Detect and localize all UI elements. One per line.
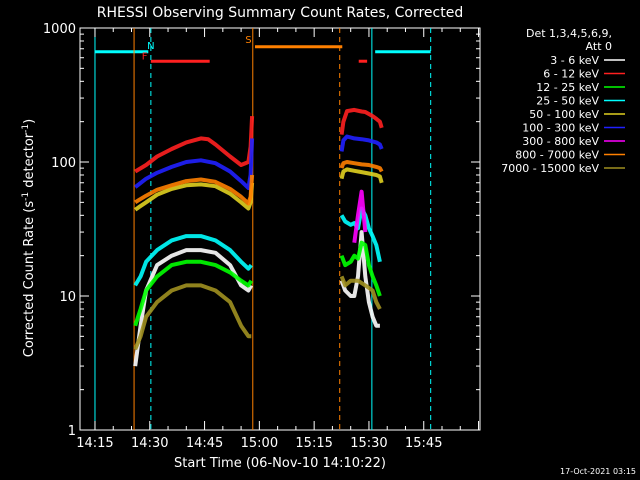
x-axis-label: Start Time (06-Nov-10 14:10:22) [174, 456, 386, 471]
legend-entry-label: 300 - 800 keV [522, 135, 599, 148]
series-line [133, 138, 255, 190]
annotation-label: N [147, 41, 154, 52]
y-tick-label: 1 [68, 424, 76, 439]
footer-timestamp: 17-Oct-2021 03:15 [560, 467, 636, 476]
y-axis-label-sup1: -1 [21, 192, 31, 201]
legend-entry-label: 3 - 6 keV [550, 54, 599, 67]
legend-entry-label: 12 - 25 keV [536, 81, 599, 94]
y-axis-label-end: ) [22, 119, 37, 124]
y-axis-label: Corrected Count Rate (s-1 detector-1) [21, 119, 37, 357]
y-tick-label: 1000 [43, 22, 76, 37]
x-tick-label: 15:45 [405, 436, 442, 451]
series-line [339, 275, 382, 310]
x-tick-label: 14:15 [76, 436, 113, 451]
series-line [339, 160, 384, 173]
x-tick-label: 14:45 [186, 436, 223, 451]
chart-title: RHESSI Observing Summary Count Rates, Co… [97, 5, 463, 21]
y-axis-label-sup2: -1 [21, 124, 31, 133]
series-line [339, 240, 382, 297]
y-axis-label-main: Corrected Count Rate (s [22, 201, 37, 358]
legend-entry-label: 100 - 300 keV [522, 122, 599, 135]
series-line [133, 234, 253, 287]
legend-entry-label: 7000 - 15000 keV [501, 162, 599, 175]
x-tick-label: 15:00 [241, 436, 278, 451]
x-tick-label: 15:15 [295, 436, 332, 451]
legend-entry-label: 800 - 7000 keV [515, 149, 599, 162]
series-line [339, 167, 384, 184]
x-tick-label: 14:30 [131, 436, 168, 451]
series-line [133, 283, 252, 351]
legend-entry-label: 50 - 100 keV [529, 108, 599, 121]
series-line [352, 189, 368, 243]
series-line [339, 134, 384, 152]
legend-entry-label: 25 - 50 keV [536, 95, 599, 108]
series-line [134, 116, 255, 174]
annotation-label: S [245, 35, 251, 46]
legend-entry-label: 6 - 12 keV [543, 68, 599, 81]
x-tick-label: 15:30 [350, 436, 387, 451]
legend-header: Det 1,3,4,5,6,9, [526, 27, 612, 40]
series-line [133, 259, 254, 327]
series-line [134, 174, 255, 206]
series-line [339, 230, 380, 328]
series-line [134, 182, 255, 212]
plot-frame [79, 27, 481, 431]
annotation-label: F [142, 52, 148, 63]
y-tick-label: 10 [59, 290, 76, 305]
y-axis-label-mid: detector [22, 132, 37, 192]
y-tick-label: 100 [51, 156, 76, 171]
legend-header: Att 0 [586, 40, 612, 53]
series-line [339, 107, 384, 135]
